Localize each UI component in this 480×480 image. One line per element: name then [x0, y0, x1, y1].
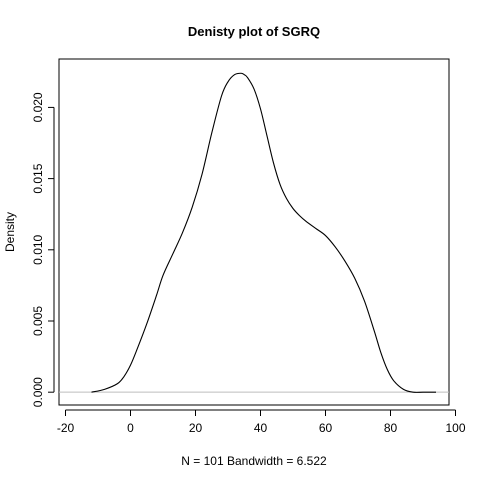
- y-tick-label: 0.015: [31, 163, 45, 193]
- x-tick-label: 60: [319, 421, 333, 435]
- x-tick-label: 100: [445, 421, 465, 435]
- x-tick-label: 0: [127, 421, 134, 435]
- chart-title: Denisty plot of SGRQ: [188, 24, 320, 39]
- y-tick-label: 0.020: [31, 92, 45, 122]
- y-tick-label: 0.010: [31, 234, 45, 264]
- x-axis: -20 0 20 40 60 80 100: [57, 409, 466, 435]
- y-axis: 0.000 0.005 0.010 0.015 0.020: [31, 92, 55, 407]
- y-tick-label: 0.005: [31, 306, 45, 336]
- x-axis-label: N = 101 Bandwidth = 6.522: [181, 454, 327, 468]
- plot-frame: [58, 58, 450, 406]
- x-tick-label: -20: [57, 421, 75, 435]
- density-curve: [91, 72, 436, 393]
- x-tick-label: 80: [384, 421, 398, 435]
- y-tick-label: 0.000: [31, 377, 45, 407]
- y-axis-label: Density: [3, 212, 17, 252]
- x-tick-label: 20: [189, 421, 203, 435]
- x-tick-label: 40: [254, 421, 268, 435]
